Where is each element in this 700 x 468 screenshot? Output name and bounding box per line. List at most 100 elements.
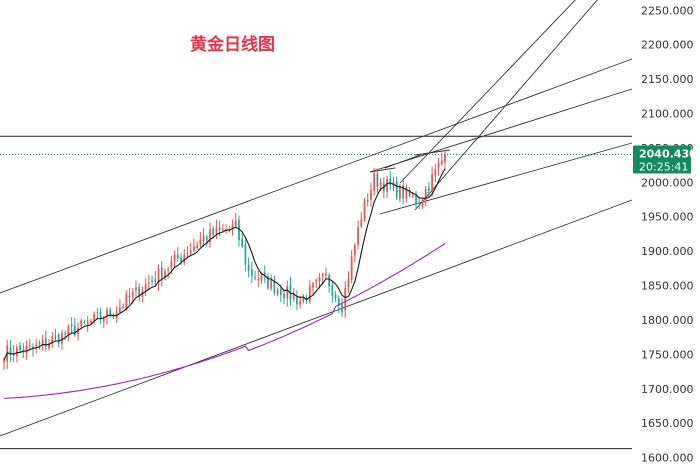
y-tick-label: 2200.000 [641, 39, 694, 52]
price-badge-background [633, 145, 691, 174]
candle-body [321, 274, 324, 277]
candle-body [315, 280, 318, 282]
candle-body [376, 173, 379, 187]
y-tick-label: 1700.000 [641, 383, 694, 396]
y-tick-label: 1850.000 [641, 280, 694, 293]
candle-body [25, 345, 28, 354]
candle-body [408, 189, 411, 196]
candle-body [296, 296, 298, 305]
y-tick-label: 2150.000 [641, 73, 694, 86]
candle-body [215, 227, 218, 235]
candle-body [318, 277, 321, 281]
candle-body [70, 324, 73, 327]
candle-body [370, 189, 372, 200]
candle-body [202, 235, 205, 241]
candle-body [247, 264, 250, 271]
candle-body [289, 284, 292, 300]
candle-body [386, 179, 388, 193]
candle-body [64, 333, 67, 335]
candle-body [118, 307, 121, 313]
candle-body [360, 219, 363, 227]
candle-body [312, 283, 314, 288]
candle-body [199, 239, 202, 245]
candle-body [32, 346, 34, 349]
candle-body [244, 244, 247, 265]
steep-trend-line [399, 0, 576, 184]
fast-moving-average-line [3, 168, 446, 361]
candle-body [196, 245, 199, 249]
short-trend-line [384, 154, 421, 169]
candle-body [193, 246, 195, 251]
candle-body [366, 200, 369, 202]
candle-body [405, 188, 408, 199]
candle-body [131, 292, 134, 297]
candle-body [276, 289, 279, 295]
candle-body [292, 295, 295, 300]
candle-body [154, 279, 157, 282]
candle-body [328, 275, 331, 287]
candle-body [302, 296, 305, 302]
candle-body [67, 326, 70, 335]
candle-body [205, 236, 208, 241]
candle-body [122, 306, 124, 308]
y-tick-label: 1650.000 [641, 417, 694, 430]
candle-body [96, 312, 99, 314]
steep-trend-line-2 [414, 0, 598, 211]
candle-body [222, 229, 224, 231]
candle-body [48, 343, 50, 349]
candle-body [267, 276, 269, 289]
candle-body [283, 294, 285, 299]
candle-body [38, 342, 41, 344]
candle-body [250, 269, 253, 276]
candle-body [373, 172, 376, 192]
candle-body [151, 280, 153, 282]
candle-body [353, 245, 356, 255]
candle-body [444, 154, 446, 163]
short-trend-line-2 [414, 149, 451, 156]
candle-body [28, 345, 31, 347]
candle-body [176, 254, 179, 259]
candle-body [337, 298, 340, 306]
candle-body [183, 254, 186, 263]
candle-body [421, 200, 424, 207]
candle-body [93, 314, 96, 321]
candle-body [363, 200, 366, 221]
candle-body [334, 294, 337, 298]
candle-body [3, 360, 5, 363]
candle-body [431, 174, 434, 191]
candle-body [73, 325, 76, 336]
candle-body [411, 195, 414, 197]
candle-body [299, 301, 302, 305]
candle-body [263, 272, 266, 276]
candle-body [402, 185, 405, 199]
candle-body [347, 279, 350, 288]
y-tick-label: 1950.000 [641, 211, 694, 224]
countdown-label: 20:25:41 [639, 161, 688, 174]
candle-body [54, 335, 57, 337]
candle-body [212, 228, 215, 235]
candle-body [189, 250, 192, 254]
upper-channel-line [0, 58, 633, 294]
candle-body [57, 334, 60, 344]
y-tick-label: 1750.000 [641, 348, 694, 361]
candle-body [395, 181, 398, 198]
candle-body [428, 188, 430, 191]
candle-body [180, 257, 182, 262]
price-axis: 1600.000 1650.000 1700.000 1750.000 1800.000… [641, 4, 694, 464]
candle-body [434, 169, 437, 176]
candle-body [41, 339, 44, 346]
candle-body [415, 195, 417, 204]
slow-moving-average-line [3, 243, 446, 399]
candle-body [15, 347, 18, 357]
candle-body [389, 178, 392, 185]
candle-body [418, 205, 421, 207]
y-tick-label: 2250.000 [641, 4, 694, 17]
candle-body [109, 309, 112, 316]
candle-body [234, 220, 237, 227]
candle-body [44, 338, 47, 347]
y-tick-label: 1800.000 [641, 314, 694, 327]
candle-body [157, 268, 160, 284]
candle-body [209, 229, 211, 243]
candle-body [9, 347, 12, 355]
